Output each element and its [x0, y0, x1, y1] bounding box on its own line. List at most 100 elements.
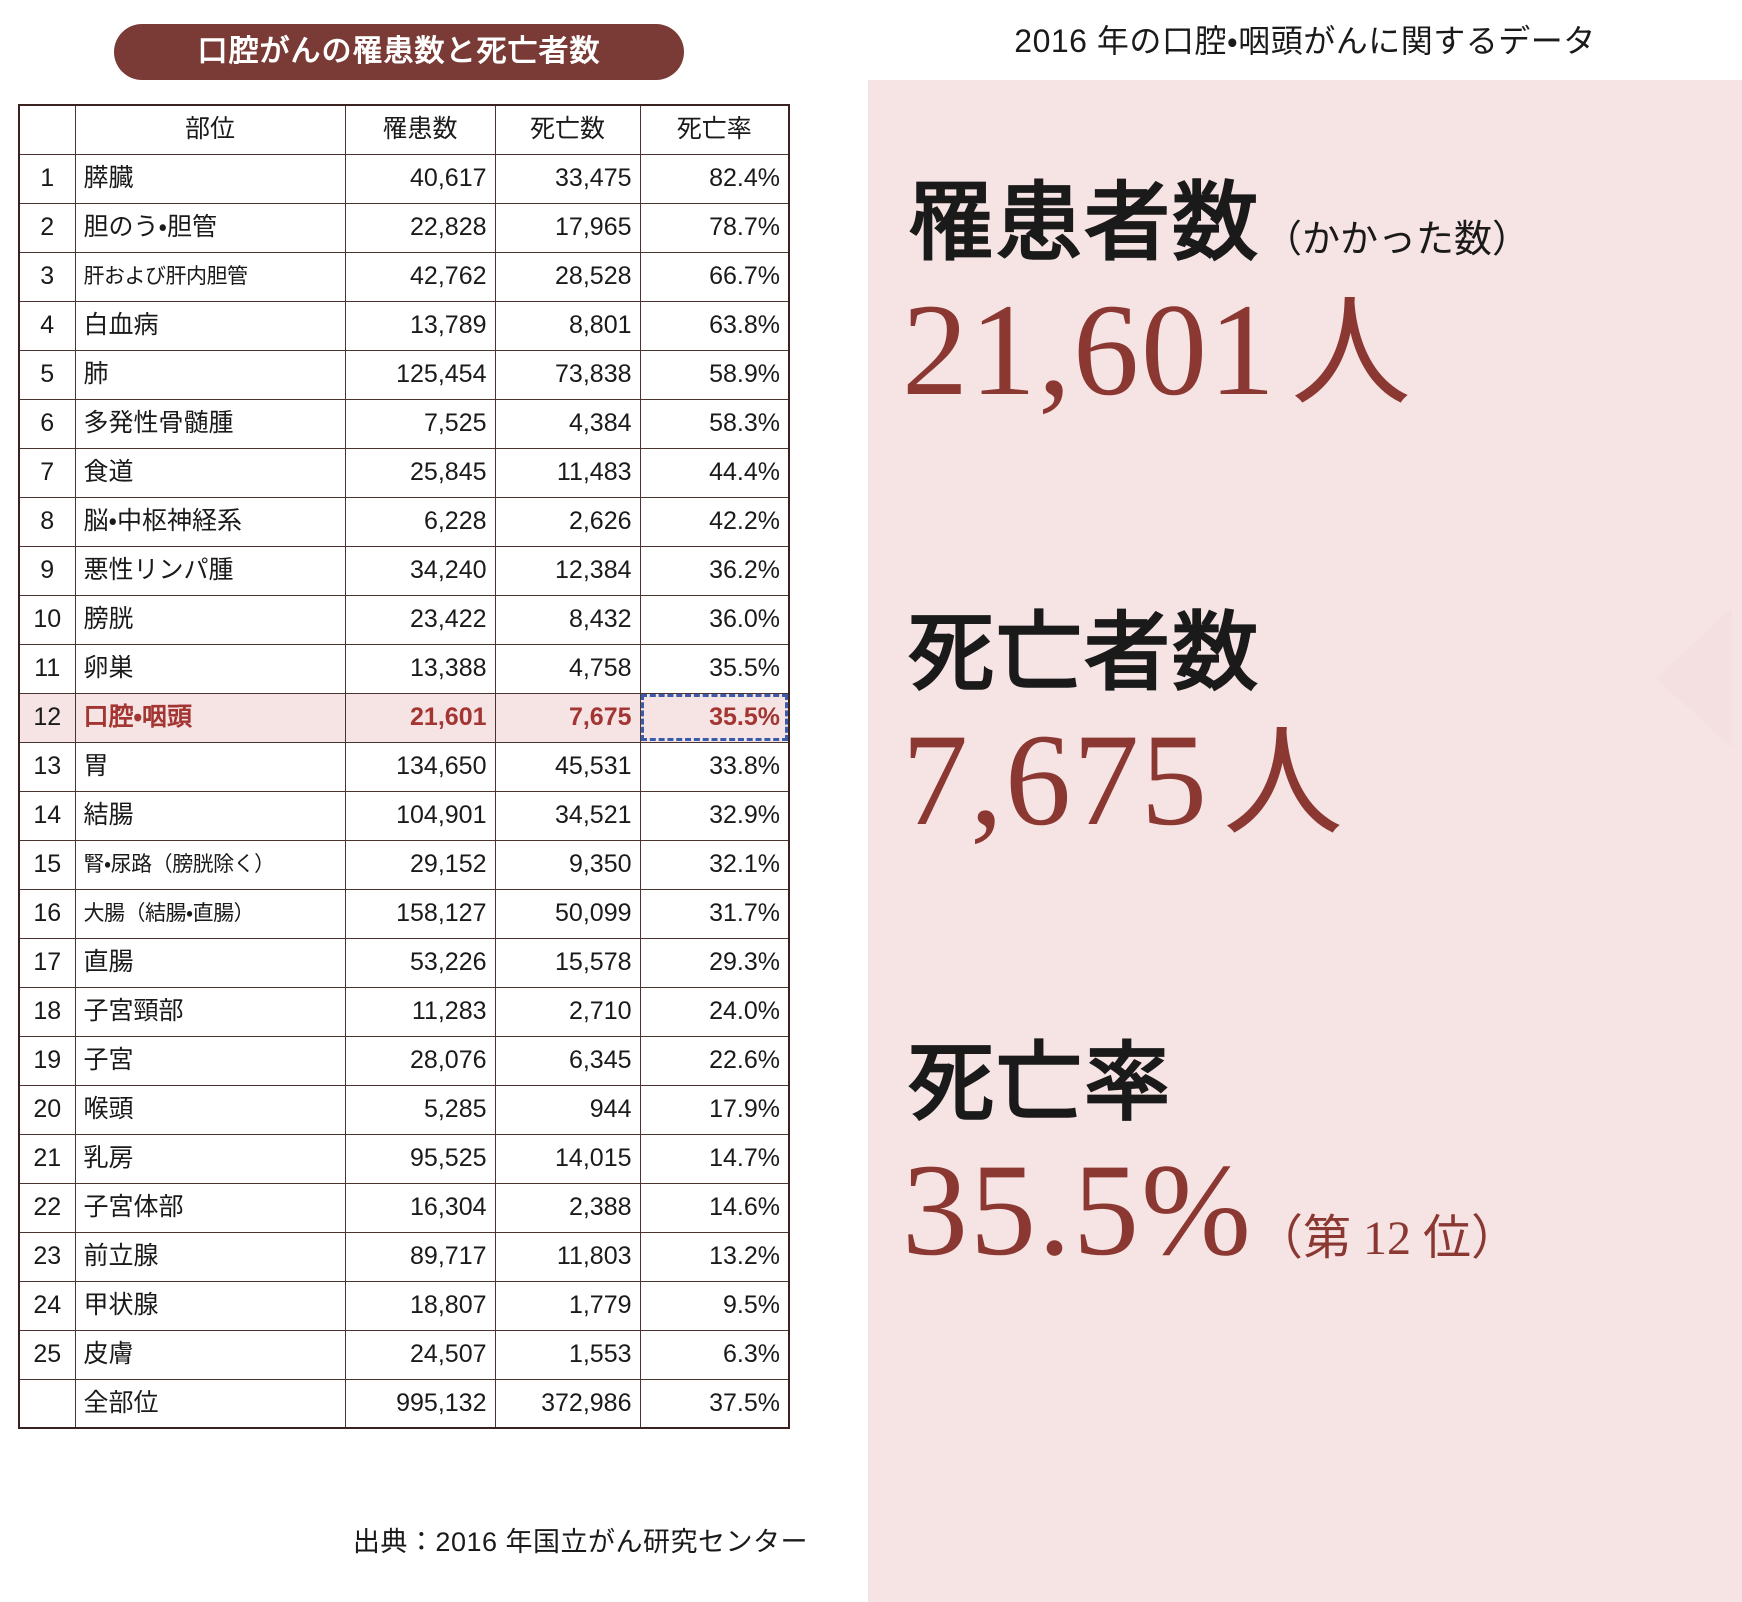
cell-incidence: 42,762 [344, 251, 496, 302]
cell-incidence: 22,828 [344, 202, 496, 253]
cell-site: 腎・尿路（膀胱除く） [74, 839, 346, 890]
table-row: 14 結腸 104,901 34,521 32.9% [18, 790, 790, 841]
cell-deaths: 8,801 [494, 300, 641, 351]
table-row: 7 食道 25,845 11,483 44.4% [18, 447, 790, 498]
cell-site: 大腸（結腸・直腸） [74, 888, 346, 939]
cell-deaths: 14,015 [494, 1133, 641, 1184]
cell-site: 膀胱 [74, 594, 346, 645]
cell-deaths: 4,384 [494, 398, 641, 449]
cell-rate: 66.7% [639, 251, 790, 302]
cell-deaths: 33,475 [494, 153, 641, 204]
cell-deaths: 45,531 [494, 741, 641, 792]
cell-incidence: 13,789 [344, 300, 496, 351]
cell-rate: 58.9% [639, 349, 790, 400]
table-row: 6 多発性骨髄腫 7,525 4,384 58.3% [18, 398, 790, 449]
table-panel: 口腔がんの罹患数と死亡者数 部位 罹患数 死亡数 死亡率 1 膵臓 40,617 33… [0, 0, 860, 1602]
cell-deaths: 11,483 [494, 447, 641, 498]
cell-deaths: 372,986 [494, 1378, 641, 1429]
data-table-container: 部位 罹患数 死亡数 死亡率 1 膵臓 40,617 33,475 82.4% 2 胆のう・… [18, 104, 790, 1429]
column-header-site: 部位 [74, 104, 346, 155]
cell-rank: 6 [18, 398, 76, 449]
table-row: 19 子宮 28,076 6,345 22.6% [18, 1035, 790, 1086]
cell-site: 喉頭 [74, 1084, 346, 1135]
cell-deaths: 2,626 [494, 496, 641, 547]
cell-rate: 36.0% [639, 594, 790, 645]
stat-value-rate: 35.5% [902, 1136, 1253, 1283]
stat-label-incidence: 罹患者数 [908, 175, 1260, 271]
table-body: 1 膵臓 40,617 33,475 82.4% 2 胆のう・胆管 22,828 17,965 7… [18, 153, 790, 1429]
column-header-incidence: 罹患数 [344, 104, 496, 155]
table-row: 18 子宮頸部 11,283 2,710 24.0% [18, 986, 790, 1037]
cell-site: 脳・中枢神経系 [74, 496, 346, 547]
stat-value-row-incidence: 21,601 人 [868, 284, 1742, 416]
cell-incidence: 125,454 [344, 349, 496, 400]
cell-rank [18, 1378, 76, 1429]
table-row: 20 喉頭 5,285 944 17.9% [18, 1084, 790, 1135]
cell-incidence: 53,226 [344, 937, 496, 988]
stat-value-incidence: 21,601 [902, 276, 1277, 423]
cell-site: 白血病 [74, 300, 346, 351]
cell-site: 前立腺 [74, 1231, 346, 1282]
cell-rank: 12 [18, 692, 76, 743]
cell-incidence: 995,132 [344, 1378, 496, 1429]
cell-rate: 58.3% [639, 398, 790, 449]
cell-rate: 44.4% [639, 447, 790, 498]
table-header: 部位 罹患数 死亡数 死亡率 [18, 104, 790, 155]
cell-incidence: 7,525 [344, 398, 496, 449]
cell-incidence: 29,152 [344, 839, 496, 890]
cell-rank: 16 [18, 888, 76, 939]
cell-site: 乳房 [74, 1133, 346, 1184]
cell-deaths: 944 [494, 1084, 641, 1135]
cell-incidence: 34,240 [344, 545, 496, 596]
cell-rank: 1 [18, 153, 76, 204]
source-note: 出典：2016 年国立がん研究センター [352, 1527, 808, 1557]
cancer-statistics-table: 部位 罹患数 死亡数 死亡率 1 膵臓 40,617 33,475 82.4% 2 胆のう・… [18, 104, 790, 1429]
cell-rate: 13.2% [639, 1231, 790, 1282]
cell-rate: 31.7% [639, 888, 790, 939]
column-header-rank [18, 104, 76, 155]
cell-deaths: 28,528 [494, 251, 641, 302]
table-row: 17 直腸 53,226 15,578 29.3% [18, 937, 790, 988]
stat-block-rate: 死亡率 35.5% （第 12 位） [868, 1040, 1742, 1276]
stat-unit-incidence: 人 [1291, 287, 1411, 420]
summary-panel-header: 2016 年の口腔・咽頭がんに関するデータ [1014, 23, 1596, 59]
cell-site: 子宮体部 [74, 1182, 346, 1233]
cell-site: 甲状腺 [74, 1280, 346, 1331]
stat-unit-deaths: 人 [1223, 717, 1343, 850]
stat-value-row-rate: 35.5% （第 12 位） [868, 1144, 1742, 1276]
cell-rate: 32.9% [639, 790, 790, 841]
cell-rate: 82.4% [639, 153, 790, 204]
cell-rank: 9 [18, 545, 76, 596]
cell-deaths: 50,099 [494, 888, 641, 939]
cell-rank: 25 [18, 1329, 76, 1380]
page-title: 口腔がんの罹患数と死亡者数 [197, 35, 601, 68]
cell-rate: 29.3% [639, 937, 790, 988]
cell-rank: 4 [18, 300, 76, 351]
cell-rate: 42.2% [639, 496, 790, 547]
table-row: 1 膵臓 40,617 33,475 82.4% [18, 153, 790, 204]
cell-site: 胃 [74, 741, 346, 792]
stat-sublabel-incidence: （かかった数） [1264, 219, 1531, 261]
cell-site: 子宮頸部 [74, 986, 346, 1037]
title-badge: 口腔がんの罹患数と死亡者数 [114, 24, 684, 80]
cell-site: 全部位 [74, 1378, 346, 1429]
cell-rate: 9.5% [639, 1280, 790, 1331]
cell-rate: 33.8% [639, 741, 790, 792]
cell-site: 膵臓 [74, 153, 346, 204]
table-row: 4 白血病 13,789 8,801 63.8% [18, 300, 790, 351]
cell-rank: 13 [18, 741, 76, 792]
stat-label-rate: 死亡率 [908, 1035, 1172, 1131]
cell-site: 口腔・咽頭 [74, 692, 346, 743]
cell-rate: 17.9% [639, 1084, 790, 1135]
summary-panel: 2016 年の口腔・咽頭がんに関するデータ 罹患者数 （かかった数） 21,60… [860, 0, 1742, 1602]
cell-incidence: 24,507 [344, 1329, 496, 1380]
cell-rank: 20 [18, 1084, 76, 1135]
cell-deaths: 73,838 [494, 349, 641, 400]
cell-site: 食道 [74, 447, 346, 498]
cell-deaths: 6,345 [494, 1035, 641, 1086]
table-row: 2 胆のう・胆管 22,828 17,965 78.7% [18, 202, 790, 253]
cell-rank: 11 [18, 643, 76, 694]
column-header-deaths: 死亡数 [494, 104, 641, 155]
cell-site: 子宮 [74, 1035, 346, 1086]
